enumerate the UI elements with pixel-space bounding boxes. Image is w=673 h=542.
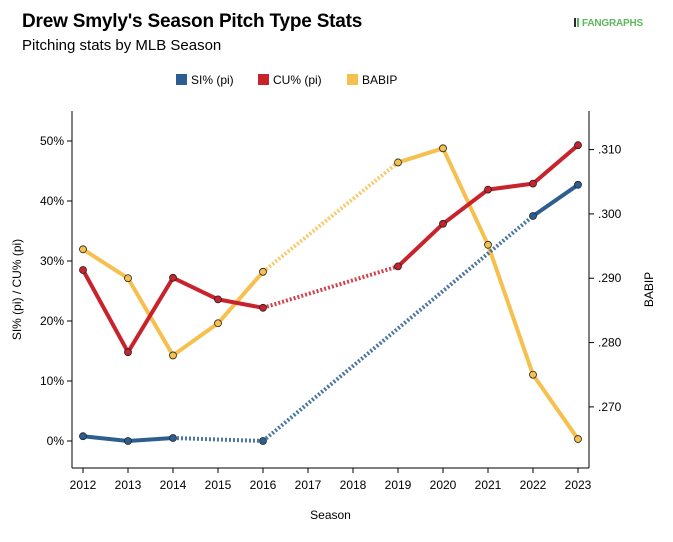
x-tick-label: 2021 (475, 478, 502, 492)
babip-segment (261, 160, 400, 274)
babip-point (259, 267, 267, 276)
y-tick-label: 40% (40, 194, 64, 208)
cu-pi-point (574, 141, 582, 150)
y-tick-label: 10% (40, 374, 64, 388)
x-axis-title: Season (310, 508, 351, 522)
babip-point (574, 435, 582, 443)
fangraphs-logo: FANGRAPHS (574, 18, 643, 29)
y-tick-label: 0% (47, 434, 65, 448)
babip-segment (216, 269, 265, 326)
y-tick-label: 30% (40, 254, 64, 268)
x-tick-label: 2020 (430, 478, 457, 492)
cu-pi-point (439, 219, 447, 228)
legend-label: SI% (pi) (191, 73, 234, 87)
babip-segment (171, 321, 220, 358)
legend-label: CU% (pi) (273, 73, 322, 87)
chart-title: Drew Smyly's Season Pitch Type Stats (22, 11, 363, 32)
cu-pi-point (169, 273, 177, 282)
legend-swatch (176, 74, 187, 85)
babip-segment (486, 242, 535, 377)
cu-pi-segment (216, 297, 265, 310)
x-tick-label: 2013 (115, 478, 142, 492)
si-pi-segment (531, 182, 580, 218)
x-tick-label: 2017 (295, 478, 322, 492)
cu-pi-point (259, 303, 267, 312)
fangraphs-logo-icon (574, 18, 581, 27)
chart-subtitle: Pitching stats by MLB Season (22, 37, 222, 54)
si-pi-point (529, 212, 537, 220)
x-tick-label: 2023 (565, 478, 592, 492)
babip-point (169, 351, 177, 360)
babip-segment (441, 146, 490, 247)
babip-point (79, 245, 87, 254)
legend-swatch (258, 74, 269, 85)
cu-pi-segment (171, 275, 220, 302)
si-pi-segment (261, 214, 535, 443)
cu-pi-point (124, 348, 132, 357)
babip-segment (531, 372, 580, 442)
y-axis-title: SI% (pi) / CU% (pi) (10, 239, 24, 340)
si-pi-point (574, 180, 582, 189)
cu-pi-segment (396, 221, 445, 269)
y-tick-label: 50% (40, 134, 64, 148)
y2-tick-label: .300 (598, 207, 622, 221)
babip-point (439, 144, 447, 153)
cu-pi-point (484, 185, 492, 194)
babip-segment (81, 247, 130, 281)
x-tick-label: 2022 (520, 478, 547, 492)
babip-segment (396, 146, 445, 165)
cu-pi-segment (441, 187, 490, 226)
babip-point (214, 319, 222, 328)
y2-tick-label: .290 (598, 271, 622, 285)
cu-pi-point (214, 295, 222, 304)
x-tick-label: 2016 (250, 478, 277, 492)
y2-tick-label: .280 (598, 336, 622, 350)
x-tick-label: 2018 (340, 478, 367, 492)
cu-pi-segment (486, 181, 535, 192)
si-pi-point (259, 437, 267, 445)
babip-point (484, 240, 492, 249)
y2-tick-label: .310 (598, 143, 622, 157)
babip-point (529, 370, 537, 379)
cu-pi-point (529, 179, 537, 188)
x-tick-label: 2014 (160, 478, 187, 492)
cu-pi-segment (81, 268, 130, 355)
cu-pi-segment (262, 264, 399, 310)
cu-pi-point (394, 262, 402, 271)
y2-tick-label: .270 (598, 400, 622, 414)
legend-swatch (347, 74, 358, 85)
si-pi-point (124, 437, 132, 445)
si-pi-segment (126, 436, 175, 443)
x-tick-label: 2019 (385, 478, 412, 492)
si-pi-point (79, 432, 87, 441)
x-tick-label: 2015 (205, 478, 232, 492)
fangraphs-logo-text: FANGRAPHS (582, 18, 643, 29)
si-pi-segment (81, 434, 130, 443)
si-pi-segment (172, 436, 264, 443)
cu-pi-segment (531, 143, 580, 186)
y-tick-label: 20% (40, 314, 64, 328)
babip-point (394, 158, 402, 167)
cu-pi-segment (126, 275, 175, 355)
si-pi-point (169, 434, 177, 442)
y2-axis-title: BABIP (642, 272, 656, 307)
cu-pi-point (79, 266, 87, 274)
babip-point (124, 274, 132, 283)
legend-label: BABIP (362, 73, 397, 87)
x-tick-label: 2012 (70, 478, 97, 492)
